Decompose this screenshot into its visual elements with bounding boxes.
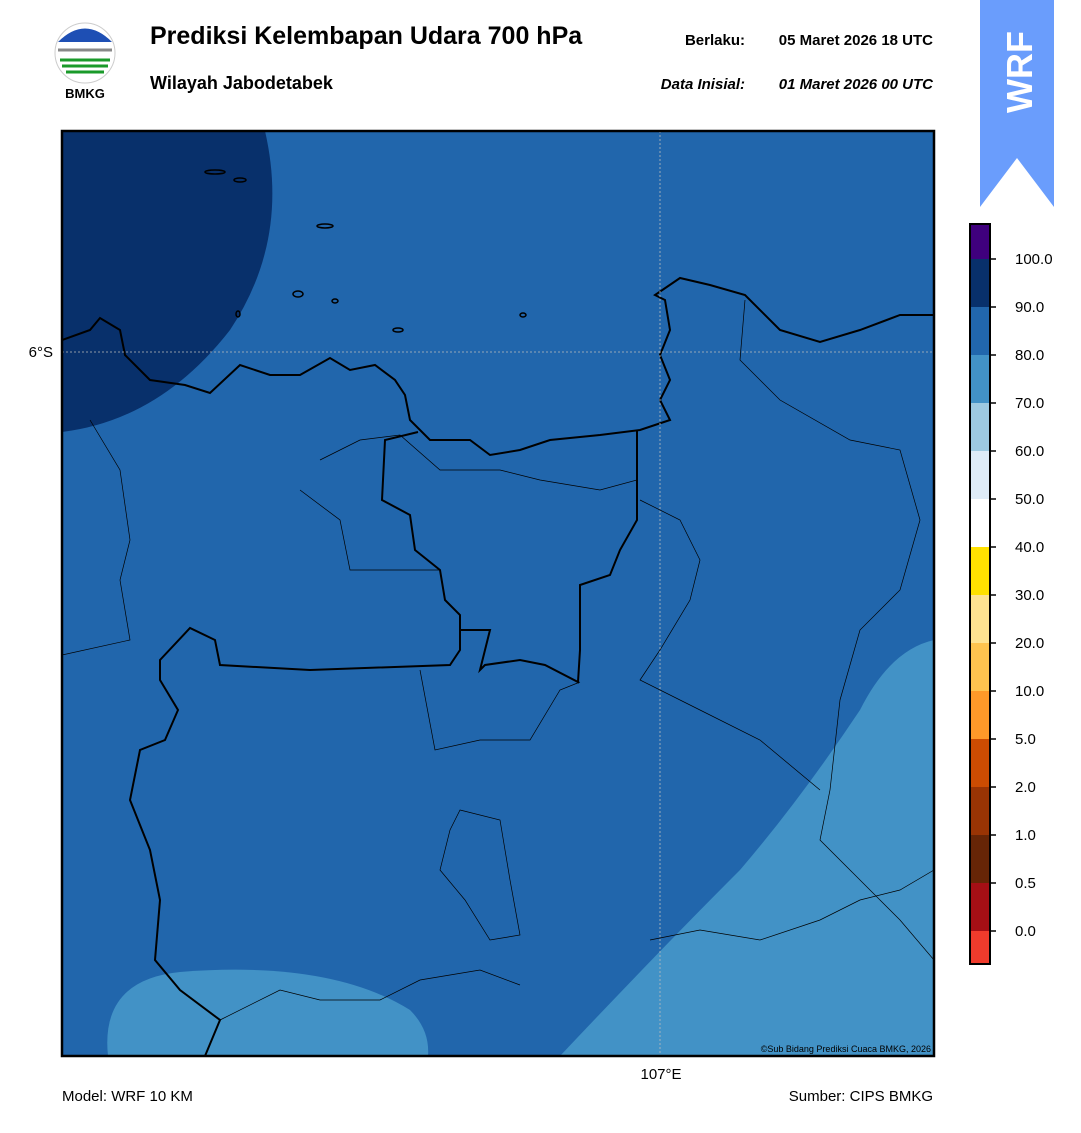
colorbar-segment bbox=[970, 691, 990, 739]
colorbar-label: 40.0 bbox=[1015, 539, 1044, 556]
colorbar-segment bbox=[970, 224, 990, 259]
valid-time: 05 Maret 2026 18 UTC bbox=[779, 32, 933, 49]
colorbar-frame bbox=[969, 223, 991, 965]
map-frame bbox=[60, 129, 936, 1058]
init-time: 01 Maret 2026 00 UTC bbox=[779, 76, 934, 93]
badge-text: WRF bbox=[999, 31, 1040, 113]
colorbar-segment bbox=[970, 835, 990, 883]
colorbar-segment bbox=[970, 307, 990, 355]
colorbar-segment bbox=[970, 931, 990, 964]
colorbar-label: 0.0 bbox=[1015, 923, 1036, 940]
colorbar: 100.0 90.0 80.0 70.0 60.0 50.0 40.0 30.0 20.0 10.… bbox=[969, 223, 1053, 965]
badge bbox=[980, 0, 1054, 207]
lat-label: 6°S bbox=[29, 344, 53, 361]
logo: BMKG bbox=[54, 22, 116, 101]
colorbar-label: 100.0 bbox=[1015, 251, 1053, 268]
init-label: Data Inisial: bbox=[661, 76, 745, 93]
footer-source: Sumber: CIPS BMKG bbox=[789, 1088, 933, 1105]
colorbar-segment bbox=[970, 547, 990, 595]
valid-label: Berlaku: bbox=[685, 32, 745, 49]
colorbar-segment bbox=[970, 787, 990, 835]
colorbar-segment bbox=[970, 499, 990, 547]
colorbar-label: 30.0 bbox=[1015, 587, 1044, 604]
lon-label: 107°E bbox=[640, 1066, 681, 1083]
title: Prediksi Kelembapan Udara 700 hPa bbox=[150, 22, 583, 50]
footer-model: Model: WRF 10 KM bbox=[62, 1088, 193, 1105]
colorbar-label: 80.0 bbox=[1015, 347, 1044, 364]
subtitle: Wilayah Jabodetabek bbox=[150, 73, 334, 93]
logo-text: BMKG bbox=[65, 86, 105, 101]
colorbar-segment bbox=[970, 259, 990, 307]
colorbar-segment bbox=[970, 595, 990, 643]
colorbar-segment bbox=[970, 643, 990, 691]
colorbar-segment bbox=[970, 355, 990, 403]
colorbar-label: 20.0 bbox=[1015, 635, 1044, 652]
colorbar-label: 90.0 bbox=[1015, 299, 1044, 316]
colorbar-label: 0.5 bbox=[1015, 875, 1036, 892]
colorbar-segment bbox=[970, 451, 990, 499]
colorbar-label: 10.0 bbox=[1015, 683, 1044, 700]
colorbar-label: 5.0 bbox=[1015, 731, 1036, 748]
credit: ©Sub Bidang Prediksi Cuaca BMKG, 2026 bbox=[761, 1044, 931, 1054]
colorbar-segment bbox=[970, 403, 990, 451]
colorbar-label: 60.0 bbox=[1015, 443, 1044, 460]
colorbar-label: 1.0 bbox=[1015, 827, 1036, 844]
colorbar-segment bbox=[970, 739, 990, 787]
colorbar-segment bbox=[970, 883, 990, 931]
colorbar-label: 70.0 bbox=[1015, 395, 1044, 412]
map: ©Sub Bidang Prediksi Cuaca BMKG, 2026 bbox=[62, 131, 934, 1056]
colorbar-label: 50.0 bbox=[1015, 491, 1044, 508]
colorbar-label: 2.0 bbox=[1015, 779, 1036, 796]
